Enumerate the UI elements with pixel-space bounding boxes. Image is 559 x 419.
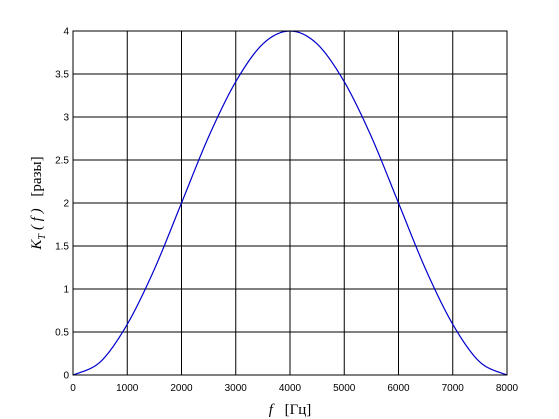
x-tick-label-7: 7000	[442, 383, 465, 394]
x-axis-label: f [Гц]	[269, 402, 312, 418]
x-tick-label-2: 2000	[170, 383, 193, 394]
x-axis-variable: f	[269, 402, 275, 418]
x-tick-label-0: 0	[70, 383, 76, 394]
y-tick-label-4: 2	[63, 199, 69, 210]
x-tick-label-4: 4000	[279, 383, 302, 394]
plot-frame	[72, 30, 508, 376]
grid	[72, 30, 508, 376]
y-axis-subscript: T	[37, 233, 48, 240]
y-tick-labels: 0 0.5 1 1.5 2 2.5 3 3.5 4	[55, 27, 69, 382]
y-axis-argument: ( f )	[29, 208, 45, 230]
y-tick-label-3: 1.5	[55, 242, 69, 253]
x-tick-label-1: 1000	[116, 383, 139, 394]
x-axis-unit: [Гц]	[285, 402, 312, 418]
y-tick-label-1: 0.5	[55, 328, 69, 339]
y-tick-label-5: 2.5	[55, 156, 69, 167]
y-tick-label-0: 0	[63, 371, 69, 382]
y-tick-label-6: 3	[63, 113, 69, 124]
y-axis-unit: [разы]	[29, 156, 45, 196]
x-tick-label-8: 8000	[496, 383, 519, 394]
x-tick-label-6: 6000	[387, 383, 410, 394]
y-tick-label-2: 1	[63, 285, 69, 296]
y-tick-label-7: 3.5	[55, 70, 69, 81]
y-axis-label: KT ( f ) [разы]	[29, 156, 48, 250]
x-tick-labels: 0 1000 2000 3000 4000 5000 6000 7000 8000	[70, 383, 518, 394]
y-tick-label-8: 4	[63, 27, 69, 38]
x-tick-label-3: 3000	[225, 383, 248, 394]
y-axis-variable: K	[29, 239, 45, 251]
x-tick-label-5: 5000	[333, 383, 356, 394]
